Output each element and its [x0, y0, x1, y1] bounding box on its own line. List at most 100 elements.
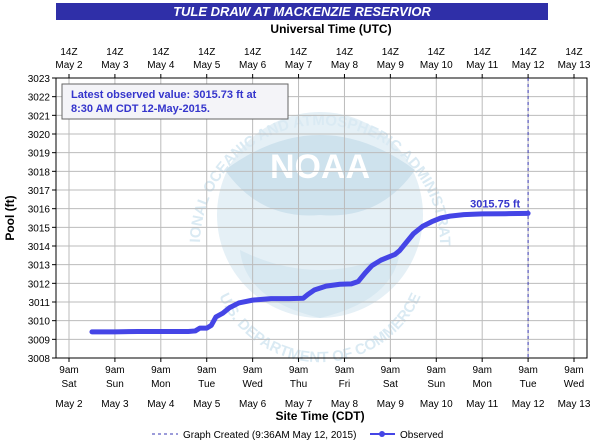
bottom-axis: 9am Sat May 2 9am Sun May 3 9am Mon May 4 9am Tue M… — [55, 358, 591, 410]
chart-title: TULE DRAW AT MACKENZIE RESERVIOR — [173, 4, 431, 19]
y-tick-label: 3011 — [28, 298, 50, 309]
top-tick-time: 14Z — [244, 47, 261, 58]
series-observed-point — [209, 323, 214, 328]
bottom-tick-time: 9am — [381, 365, 400, 376]
top-tick-time: 14Z — [565, 47, 582, 58]
top-tick-date: May 10 — [420, 60, 453, 71]
bottom-tick-time: 9am — [472, 365, 491, 376]
y-tick-label: 3018 — [28, 167, 51, 178]
series-observed-point — [193, 328, 198, 333]
top-tick-time: 14Z — [60, 47, 77, 58]
series-observed-point — [301, 296, 306, 301]
bottom-tick-date: May 12 — [512, 399, 545, 410]
bottom-tick-day: Wed — [242, 379, 262, 390]
bottom-tick-date: May 11 — [466, 399, 498, 410]
annotation-line-1: Latest observed value: 3015.73 ft at — [71, 89, 257, 101]
y-tick-label: 3010 — [28, 317, 51, 328]
y-tick-label: 3020 — [28, 130, 51, 141]
series-observed-point — [236, 300, 241, 305]
series-observed-point — [269, 296, 273, 301]
top-tick-date: May 11 — [466, 60, 498, 71]
top-tick-date: May 13 — [558, 60, 591, 71]
bottom-tick-date: May 5 — [193, 399, 221, 410]
top-tick-date: May 7 — [285, 60, 313, 71]
top-tick-date: May 2 — [55, 60, 83, 71]
series-observed-point — [227, 305, 232, 310]
series-observed-point — [158, 329, 163, 334]
y-tick-label: 3008 — [28, 354, 51, 365]
y-tick-label: 3022 — [28, 93, 51, 104]
top-tick-time: 14Z — [198, 47, 215, 58]
bottom-tick-time: 9am — [427, 365, 446, 376]
y-axis-label: Pool (ft) — [3, 195, 17, 240]
bottom-tick-date: May 13 — [558, 399, 591, 410]
series-observed-point — [186, 329, 191, 334]
series-observed-point — [112, 329, 117, 334]
top-axis: 14Z May 2 14Z May 3 14Z May 4 14Z May 5 14Z May 6… — [55, 47, 591, 78]
y-tick-label: 3019 — [28, 149, 51, 160]
bottom-tick-day: Wed — [564, 379, 584, 390]
bottom-tick-date: May 7 — [285, 399, 313, 410]
series-observed-point — [397, 248, 402, 253]
series-observed-point — [250, 298, 255, 303]
bottom-tick-date: May 3 — [101, 399, 129, 410]
series-observed-point — [503, 211, 508, 216]
series-observed-point — [363, 271, 368, 276]
series-observed-point — [386, 255, 391, 260]
bottom-tick-date: May 9 — [377, 399, 405, 410]
series-observed-point — [526, 211, 531, 216]
top-tick-time: 14Z — [152, 47, 169, 58]
y-tick-label: 3014 — [28, 242, 51, 253]
top-tick-time: 14Z — [336, 47, 353, 58]
series-observed-point — [404, 240, 409, 245]
top-tick-date: May 8 — [331, 60, 359, 71]
series-observed-point — [89, 329, 94, 334]
series-observed-point — [429, 219, 434, 224]
series-observed-point — [349, 281, 354, 286]
series-observed-point — [461, 212, 466, 217]
bottom-tick-day: Sun — [427, 379, 445, 390]
top-tick-date: May 3 — [101, 60, 129, 71]
series-observed-point — [379, 258, 384, 262]
bottom-tick-date: May 8 — [331, 399, 359, 410]
latest-value-annotation: Latest observed value: 3015.73 ft at 8:3… — [61, 83, 289, 120]
last-value-label: 3015.75 ft — [470, 198, 520, 210]
y-tick-label: 3013 — [28, 261, 51, 272]
series-observed-point — [448, 214, 453, 219]
series-observed-point — [420, 224, 425, 229]
y-tick-label: 3009 — [28, 335, 51, 346]
y-tick-label: 3023 — [28, 74, 51, 85]
bottom-tick-day: Tue — [520, 379, 537, 390]
series-observed-point — [204, 326, 209, 331]
bottom-tick-day: Mon — [151, 379, 170, 390]
top-tick-time: 14Z — [290, 47, 307, 58]
top-tick-date: May 6 — [239, 60, 267, 71]
legend-observed-label: Observed — [400, 430, 443, 441]
y-tick-label: 3012 — [28, 279, 51, 290]
watermark-center: NOAA — [270, 148, 370, 186]
bottom-tick-time: 9am — [151, 365, 170, 376]
top-tick-time: 14Z — [106, 47, 123, 58]
bottom-tick-time: 9am — [59, 365, 78, 376]
bottom-tick-day: Sat — [61, 379, 76, 390]
bottom-tick-date: May 6 — [239, 399, 267, 410]
series-observed-point — [392, 252, 397, 257]
bottom-tick-time: 9am — [335, 365, 354, 376]
series-observed-point — [287, 296, 292, 301]
bottom-tick-time: 9am — [518, 365, 537, 376]
bottom-tick-day: Mon — [472, 379, 491, 390]
series-observed-point — [411, 231, 416, 236]
y-tick-label: 3021 — [28, 111, 51, 122]
bottom-tick-time: 9am — [564, 365, 583, 376]
series-observed-point — [480, 211, 485, 216]
top-tick-time: 14Z — [474, 47, 491, 58]
series-observed-point — [213, 314, 218, 319]
bottom-tick-date: May 10 — [420, 399, 453, 410]
series-observed-point — [197, 326, 202, 331]
bottom-tick-day: Tue — [198, 379, 215, 390]
series-observed-point — [370, 263, 374, 268]
title-bar — [56, 3, 548, 20]
bottom-tick-time: 9am — [289, 365, 308, 376]
bottom-tick-time: 9am — [243, 365, 262, 376]
